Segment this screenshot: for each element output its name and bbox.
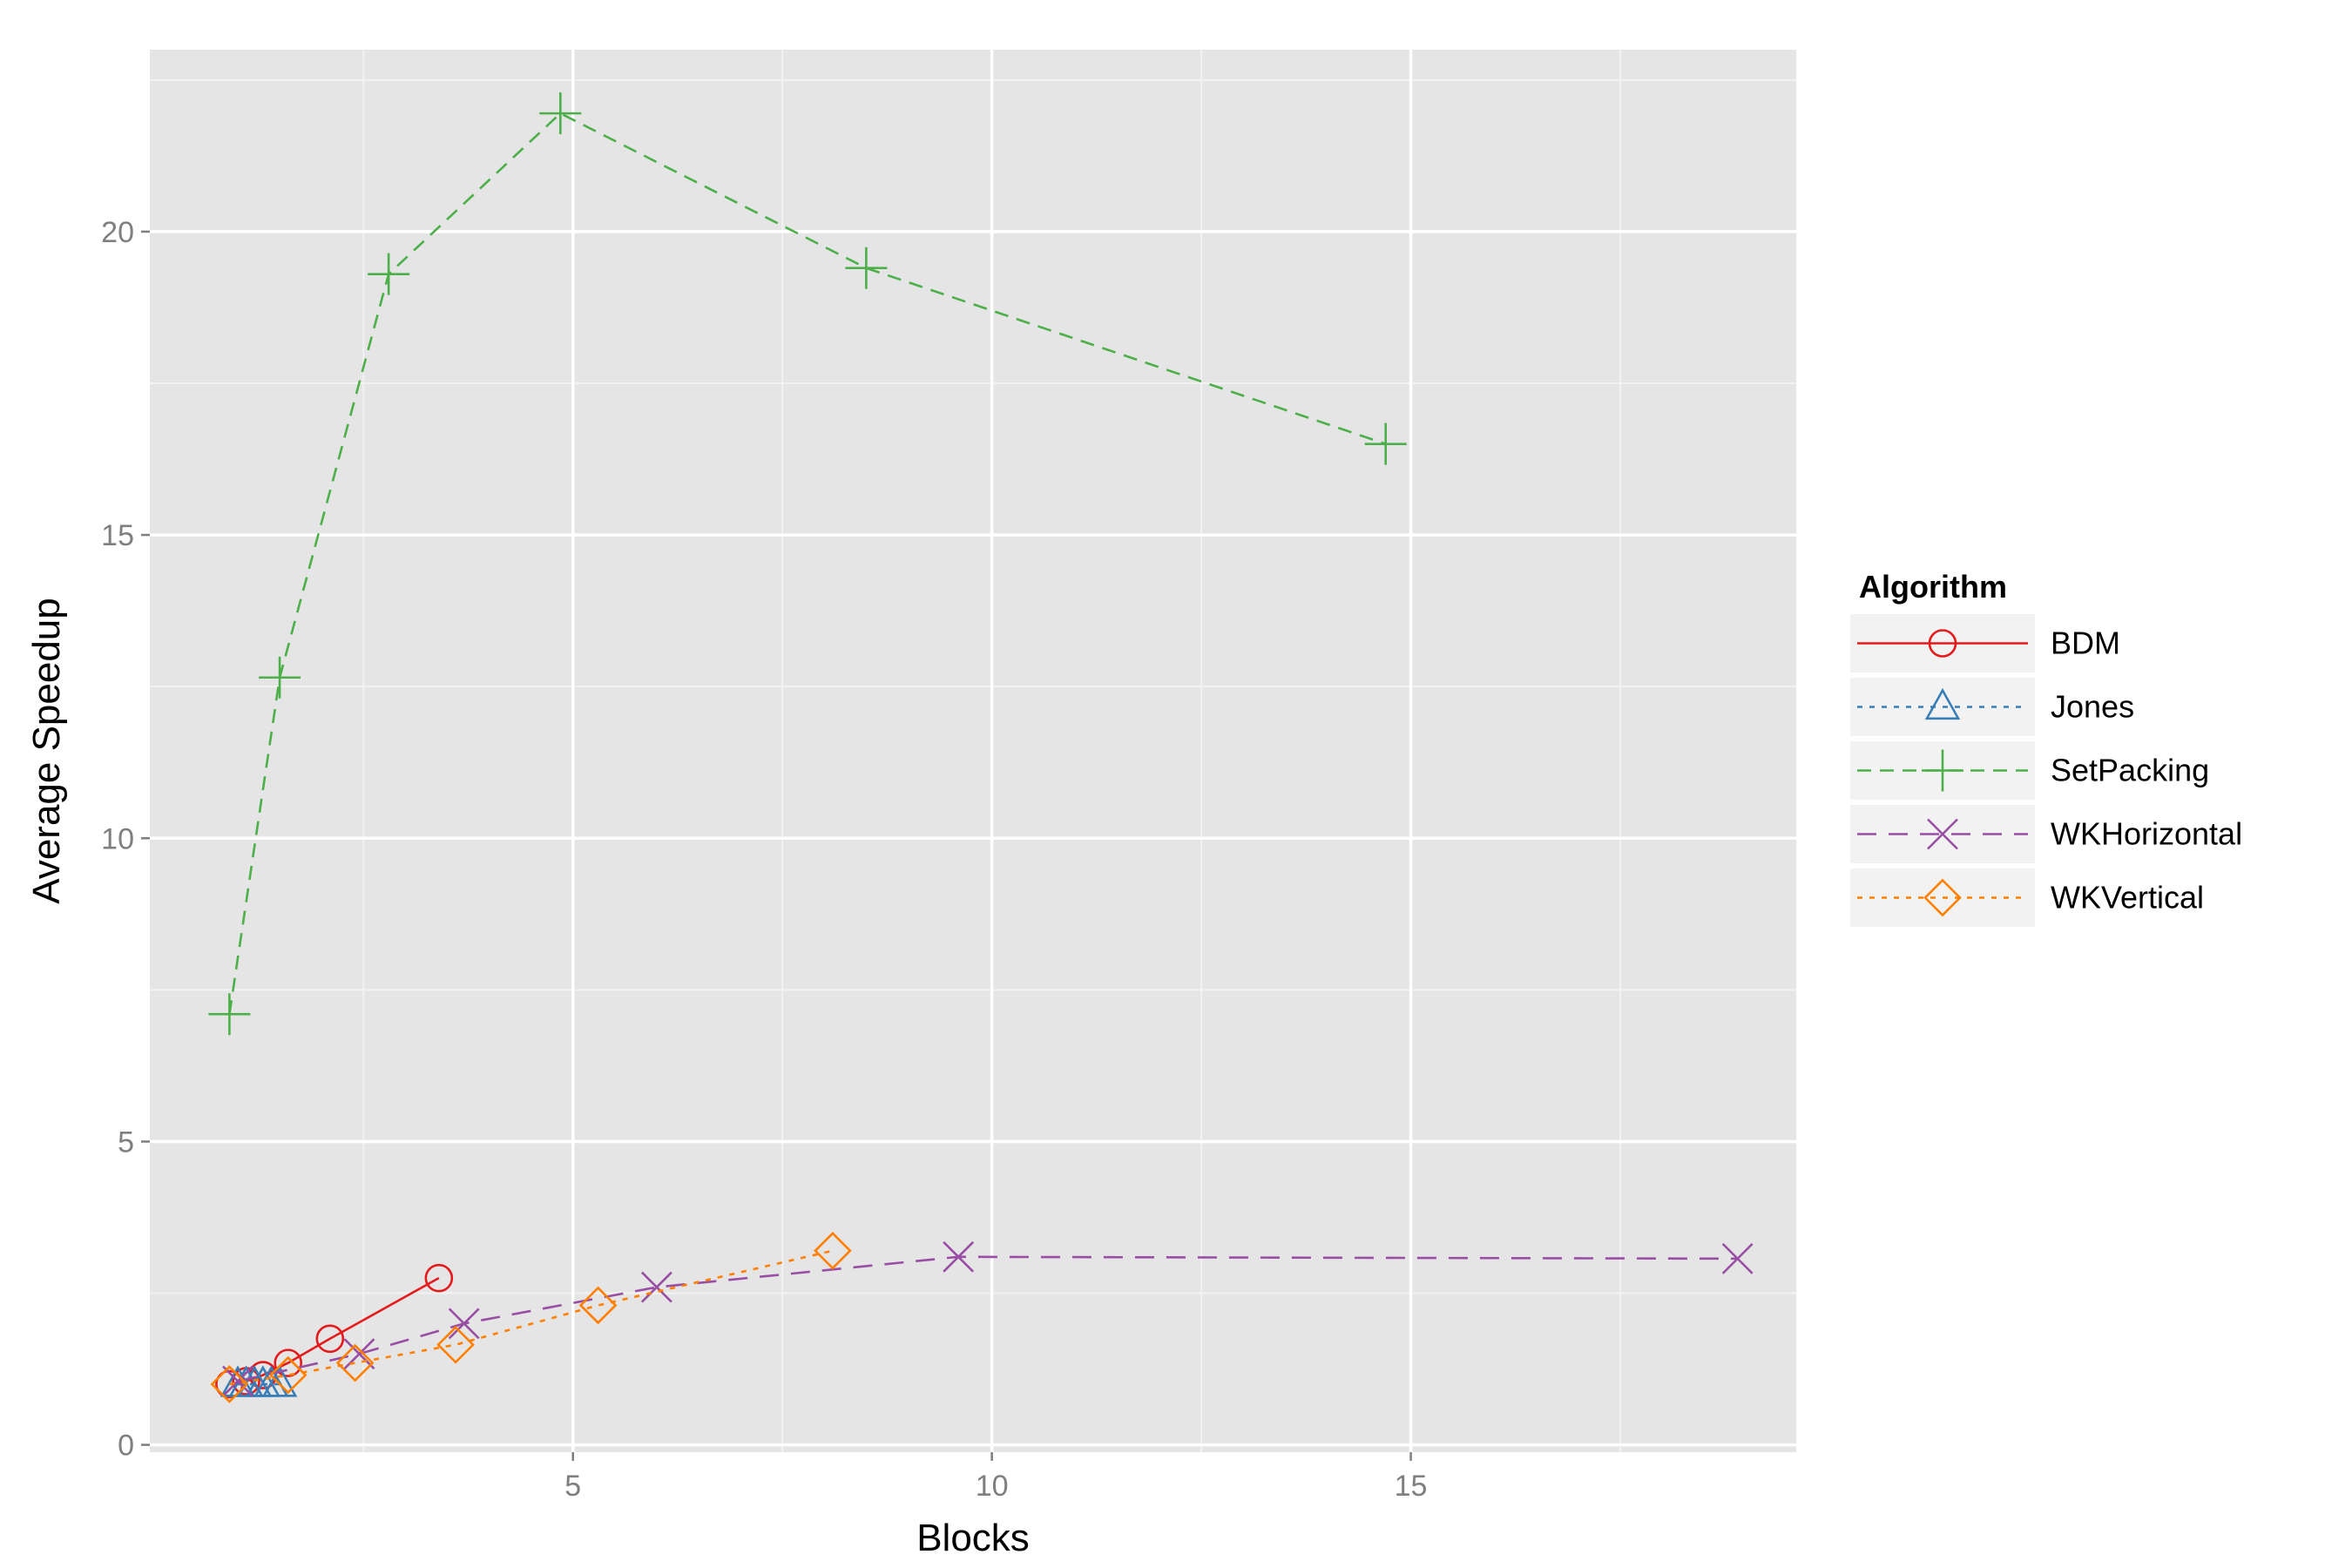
series-jones — [220, 1365, 298, 1397]
data-point-wkhorizontal — [1721, 1242, 1754, 1274]
data-point-setpacking — [539, 92, 582, 135]
plot-panel — [150, 50, 1796, 1452]
y-axis-label: Average Speedup — [25, 598, 68, 903]
data-point-wkhorizontal — [222, 1365, 253, 1397]
y-tick-label: 15 — [101, 519, 134, 552]
series-setpacking — [208, 92, 1407, 1036]
data-point-setpacking — [208, 993, 251, 1036]
legend-marker-jones — [1924, 687, 1961, 720]
data-point-setpacking — [259, 656, 301, 699]
legend-title: Algorithm — [1859, 569, 2007, 605]
data-point-wkvertical — [436, 1325, 475, 1364]
legend-marker-setpacking — [1922, 749, 1963, 792]
legend: Algorithm BDM Jones SetPacking WKHorizontal… — [1850, 569, 2242, 927]
major-gridlines — [150, 50, 1796, 1452]
data-point-setpacking — [368, 253, 410, 295]
series-wkhorizontal — [222, 1240, 1754, 1397]
data-point-wkhorizontal — [943, 1240, 975, 1273]
legend-marker-wkvertical — [1923, 878, 1962, 917]
x-tick-label: 15 — [1395, 1470, 1428, 1503]
series-layer — [208, 92, 1754, 1403]
data-point-wkvertical — [210, 1365, 249, 1403]
legend-marker-bdm — [1928, 629, 1957, 658]
y-tick-label: 20 — [101, 216, 134, 249]
data-point-bdm — [424, 1263, 454, 1293]
data-point-bdm — [274, 1348, 303, 1377]
legend-label-wkvertical: WKVertical — [2051, 880, 2204, 916]
y-axis: 0 5 10 15 20 — [101, 216, 150, 1463]
data-point-wkhorizontal — [343, 1338, 375, 1370]
series-line-wkhorizontal — [237, 1255, 1738, 1382]
data-point-wkvertical — [578, 1286, 618, 1325]
y-tick-label: 10 — [101, 822, 134, 855]
data-point-wkvertical — [335, 1343, 375, 1382]
data-point-setpacking — [845, 247, 888, 289]
legend-label-bdm: BDM — [2051, 625, 2120, 661]
minor-gridlines — [150, 50, 1796, 1452]
y-tick-label: 0 — [118, 1429, 134, 1463]
data-point-wkhorizontal — [448, 1308, 480, 1340]
y-tick-label: 5 — [118, 1125, 134, 1159]
legend-label-wkhorizontal: WKHorizontal — [2051, 816, 2242, 852]
data-point-setpacking — [1364, 422, 1407, 465]
x-axis-label: Blocks — [916, 1517, 1030, 1559]
data-point-wkhorizontal — [640, 1271, 672, 1303]
x-tick-label: 5 — [564, 1470, 581, 1503]
x-axis: 5 10 15 — [564, 1452, 1427, 1503]
series-wkvertical — [210, 1231, 852, 1403]
legend-label-setpacking: SetPacking — [2051, 753, 2209, 788]
data-point-bdm — [315, 1324, 345, 1354]
data-point-wkvertical — [268, 1355, 308, 1395]
series-line-wkvertical — [229, 1249, 834, 1386]
series-line-setpacking — [228, 112, 1387, 1015]
x-tick-label: 10 — [976, 1470, 1009, 1503]
data-point-wkvertical — [814, 1231, 852, 1270]
legend-label-jones: Jones — [2051, 689, 2134, 725]
legend-marker-wkhorizontal — [1927, 818, 1958, 850]
data-point-jones — [261, 1365, 298, 1397]
